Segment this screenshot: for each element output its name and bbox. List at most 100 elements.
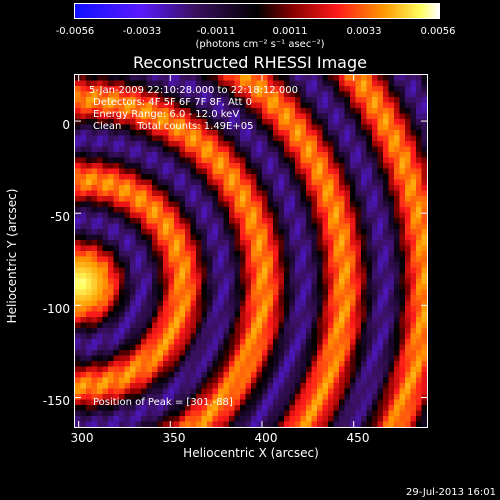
image-pixel [284,91,291,98]
image-pixel [229,394,236,401]
image-pixel [91,135,98,142]
image-pixel [212,333,219,340]
image-pixel [284,190,291,197]
image-pixel [179,394,186,401]
image-pixel [306,399,313,406]
image-pixel [410,245,417,252]
image-pixel [245,372,252,379]
image-pixel [146,339,153,346]
image-pixel [97,212,104,219]
image-pixel [317,157,324,164]
image-pixel [361,366,368,373]
image-pixel [212,416,219,423]
image-pixel [207,229,214,236]
image-pixel [339,141,346,148]
image-pixel [234,135,241,142]
image-pixel [113,383,120,390]
image-pixel [102,333,109,340]
image-pixel [223,399,230,406]
image-pixel [190,262,197,269]
image-pixel [328,135,335,142]
image-pixel [339,240,346,247]
image-pixel [350,146,357,153]
image-pixel [300,218,307,225]
image-pixel [196,333,203,340]
image-pixel [256,223,263,230]
image-pixel [366,201,373,208]
image-pixel [212,157,219,164]
image-pixel [350,174,357,181]
image-pixel [102,295,109,302]
image-pixel [289,256,296,263]
image-pixel [185,251,192,258]
image-pixel [113,355,120,362]
image-pixel [152,388,159,395]
image-pixel [141,273,148,280]
image-pixel [201,366,208,373]
image-pixel [405,201,412,208]
image-pixel [97,251,104,258]
image-pixel [377,174,384,181]
image-pixel [97,377,104,384]
image-pixel [388,185,395,192]
image-pixel [157,152,164,159]
image-pixel [372,405,379,412]
image-pixel [273,372,280,379]
image-pixel [267,240,274,247]
image-pixel [322,361,329,368]
image-pixel [399,185,406,192]
image-pixel [262,399,269,406]
image-pixel [163,102,170,109]
image-pixel [174,86,181,93]
image-pixel [256,91,263,98]
image-pixel [273,196,280,203]
image-pixel [91,223,98,230]
image-pixel [344,366,351,373]
image-pixel [311,152,318,159]
image-pixel [196,317,203,324]
image-pixel [251,366,258,373]
image-pixel [97,196,104,203]
image-pixel [86,300,93,307]
image-pixel [306,284,313,291]
image-pixel [229,350,236,357]
image-pixel [75,273,82,280]
image-pixel [141,190,148,197]
image-pixel [146,295,153,302]
image-pixel [421,300,427,307]
image-pixel [75,295,82,302]
image-pixel [157,339,164,346]
image-pixel [218,421,225,427]
image-pixel [251,174,258,181]
colorbar-units-label: (photons cm⁻² s⁻¹ asec⁻²) [195,39,325,50]
image-pixel [245,377,252,384]
image-pixel [251,355,258,362]
image-pixel [113,333,120,340]
image-pixel [372,86,379,93]
image-pixel [383,284,390,291]
image-pixel [152,163,159,170]
image-pixel [223,97,230,104]
image-pixel [218,322,225,329]
image-pixel [86,113,93,120]
image-pixel [168,207,175,214]
image-pixel [328,267,335,274]
image-pixel [185,416,192,423]
image-pixel [289,416,296,423]
image-pixel [278,229,285,236]
image-pixel [273,240,280,247]
image-pixel [157,80,164,87]
image-pixel [355,284,362,291]
image-pixel [113,91,120,98]
image-pixel [284,350,291,357]
image-pixel [212,399,219,406]
image-pixel [119,124,126,131]
image-pixel [394,80,401,87]
image-pixel [179,355,186,362]
image-pixel [86,108,93,115]
image-pixel [289,168,296,175]
image-pixel [366,394,373,401]
image-pixel [267,333,274,340]
image-pixel [223,306,230,313]
image-pixel [97,256,104,263]
